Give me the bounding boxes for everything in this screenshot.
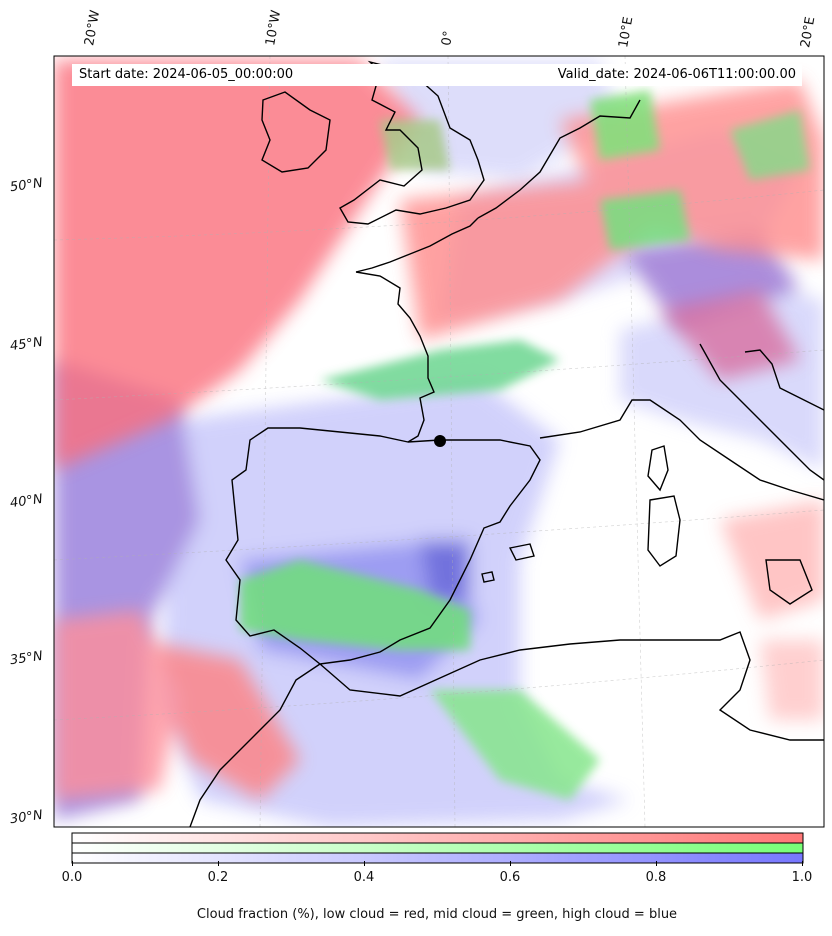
map-frame [53,55,825,828]
colorbar-tick-label: 0.2 [207,870,229,885]
colorbar-mid [71,842,804,854]
location-marker [434,435,446,447]
colorbar-tickmark [802,861,803,866]
colorbar-tick-label: 0.0 [61,870,83,885]
colorbar-tickmark [656,861,657,866]
map-panel [54,56,824,827]
lon-label-0: 0° [439,29,457,47]
colorbar-tick-label: 0.6 [499,870,521,885]
colorbar-high [71,852,804,864]
colorbar-tickmark [510,861,511,866]
coastline [189,60,824,827]
colorbar-tickmark [364,861,365,866]
graticule [54,56,824,827]
colorbar-tickmark [218,861,219,866]
start-date-label: Start date: 2024-06-05_00:00:00 [79,67,294,82]
valid-date-label: Valid_date: 2024-06-06T11:00:00.00 [557,67,796,82]
mid-cloud-layer [240,90,810,800]
colorbar-tickmark [72,861,73,866]
colorbar-low [71,832,804,844]
colorbar-tick-label: 0.8 [645,870,667,885]
colorbar-tick-label: 0.4 [353,870,375,885]
colorbar-caption: Cloud fraction (%), low cloud = red, mid… [196,907,678,922]
date-info-box: Start date: 2024-06-05_00:00:00 Valid_da… [72,64,802,86]
colorbar-tick-label: 1.0 [791,870,813,885]
colorbar [71,832,804,864]
